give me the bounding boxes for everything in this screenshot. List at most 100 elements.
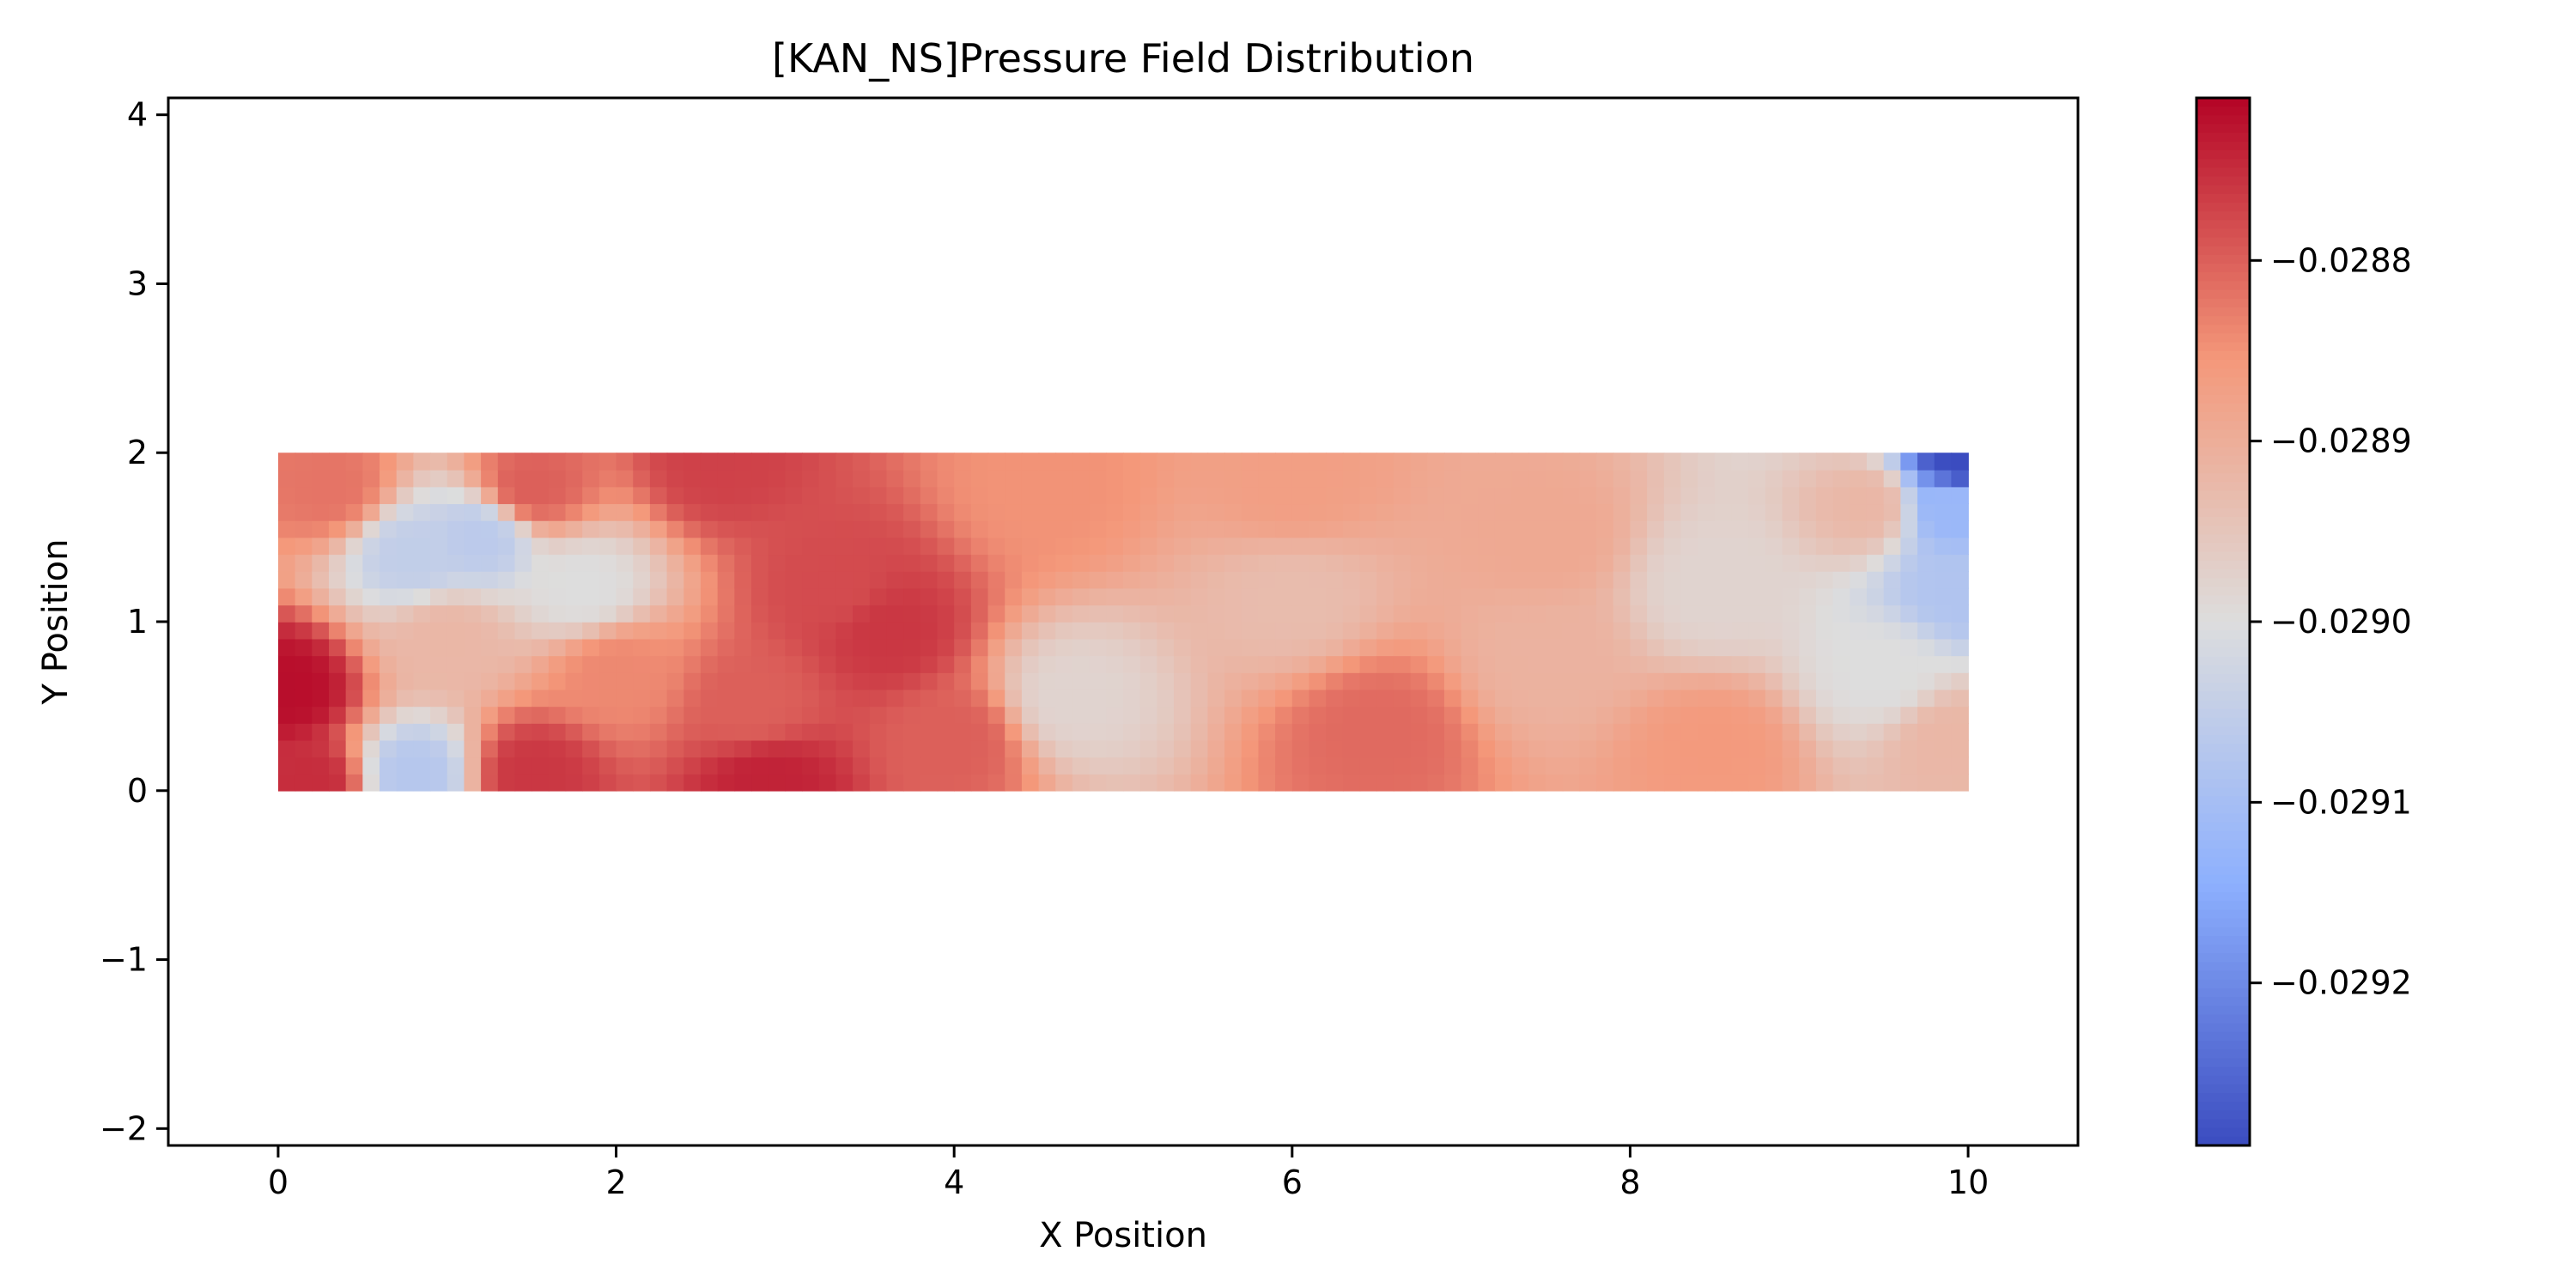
heatmap-cell bbox=[295, 672, 313, 690]
heatmap-cell bbox=[1680, 756, 1698, 775]
heatmap-cell bbox=[1647, 519, 1665, 538]
heatmap-cell bbox=[869, 570, 888, 589]
heatmap-cell bbox=[717, 689, 736, 708]
heatmap-cell bbox=[1782, 453, 1801, 471]
heatmap-cell bbox=[1934, 689, 1953, 708]
heatmap-cell bbox=[1139, 537, 1158, 556]
heatmap-cell bbox=[869, 519, 888, 538]
heatmap-cell bbox=[565, 605, 583, 623]
heatmap-cell bbox=[1546, 739, 1564, 758]
heatmap-cell bbox=[464, 756, 482, 775]
heatmap-cell bbox=[1224, 519, 1242, 538]
heatmap-cell bbox=[464, 486, 482, 505]
heatmap-cell bbox=[734, 638, 752, 657]
heatmap-cell bbox=[853, 638, 871, 657]
heatmap-cell bbox=[396, 605, 415, 623]
colorbar-segment bbox=[2196, 639, 2250, 649]
heatmap-cell bbox=[869, 638, 888, 657]
heatmap-cell bbox=[1731, 587, 1750, 606]
heatmap-cell bbox=[598, 706, 617, 724]
heatmap-cell bbox=[869, 469, 888, 488]
heatmap-cell bbox=[666, 453, 685, 471]
heatmap-cell bbox=[1579, 469, 1597, 488]
heatmap-cell bbox=[1291, 570, 1310, 589]
heatmap-cell bbox=[413, 774, 431, 792]
heatmap-cell bbox=[700, 570, 719, 589]
heatmap-cell bbox=[1275, 519, 1293, 538]
heatmap-cell bbox=[802, 739, 820, 758]
heatmap-cell bbox=[1765, 537, 1783, 556]
y-tick-label: 4 bbox=[127, 96, 148, 134]
colorbar-segment bbox=[2196, 848, 2250, 859]
heatmap-cell bbox=[1427, 554, 1445, 572]
heatmap-cell bbox=[920, 774, 939, 792]
heatmap-cell bbox=[818, 706, 837, 724]
heatmap-cell bbox=[1005, 756, 1023, 775]
heatmap-cell bbox=[683, 605, 702, 623]
heatmap-cell bbox=[1055, 723, 1073, 741]
heatmap-cell bbox=[1123, 503, 1141, 521]
heatmap-cell bbox=[1326, 672, 1344, 690]
heatmap-cell bbox=[1038, 519, 1057, 538]
colorbar-segment bbox=[2196, 857, 2250, 867]
heatmap-cell bbox=[1309, 486, 1327, 505]
heatmap-cell bbox=[937, 486, 955, 505]
heatmap-cell bbox=[633, 605, 651, 623]
heatmap-cell bbox=[312, 655, 330, 673]
heatmap-cell bbox=[1224, 739, 1242, 758]
heatmap-cell bbox=[1443, 774, 1462, 792]
heatmap-cell bbox=[970, 774, 989, 792]
heatmap-cell bbox=[1765, 519, 1783, 538]
heatmap-cell bbox=[1562, 519, 1581, 538]
heatmap-cell bbox=[1765, 503, 1783, 521]
heatmap-cell bbox=[1731, 756, 1750, 775]
colorbar-segment bbox=[2196, 1084, 2250, 1094]
heatmap-cell bbox=[1174, 723, 1192, 741]
heatmap-cell bbox=[802, 723, 820, 741]
heatmap-cell bbox=[1139, 554, 1158, 572]
heatmap-cell bbox=[1714, 622, 1733, 640]
heatmap-cell bbox=[869, 605, 888, 623]
heatmap-cell bbox=[937, 739, 955, 758]
heatmap-cell bbox=[1038, 486, 1057, 505]
heatmap-cell bbox=[1275, 605, 1293, 623]
heatmap-cell bbox=[1799, 638, 1817, 657]
heatmap-cell bbox=[1698, 723, 1716, 741]
heatmap-cell bbox=[1139, 486, 1158, 505]
heatmap-cell bbox=[1072, 638, 1091, 657]
heatmap-cell bbox=[396, 756, 415, 775]
heatmap-cell bbox=[1207, 587, 1225, 606]
heatmap-cell bbox=[768, 570, 787, 589]
heatmap-cell bbox=[1427, 519, 1445, 538]
heatmap-cell bbox=[785, 689, 803, 708]
heatmap-cell bbox=[1174, 706, 1192, 724]
heatmap-cell bbox=[1663, 503, 1682, 521]
heatmap-cell bbox=[380, 486, 398, 505]
heatmap-cell bbox=[1106, 756, 1124, 775]
heatmap-cell bbox=[1613, 453, 1631, 471]
heatmap-cell bbox=[937, 537, 955, 556]
heatmap-cell bbox=[1241, 774, 1260, 792]
heatmap-cell bbox=[1714, 453, 1733, 471]
heatmap-cell bbox=[683, 706, 702, 724]
heatmap-cell bbox=[1038, 774, 1057, 792]
heatmap-cell bbox=[1461, 655, 1479, 673]
heatmap-cell bbox=[920, 689, 939, 708]
heatmap-cell bbox=[464, 655, 482, 673]
heatmap-cell bbox=[1174, 519, 1192, 538]
heatmap-cell bbox=[1207, 605, 1225, 623]
heatmap-cell bbox=[1139, 774, 1158, 792]
heatmap-cell bbox=[1562, 469, 1581, 488]
heatmap-cell bbox=[1511, 622, 1530, 640]
heatmap-cell bbox=[1038, 587, 1057, 606]
heatmap-cell bbox=[717, 774, 736, 792]
heatmap-cell bbox=[751, 774, 769, 792]
heatmap-cell bbox=[565, 739, 583, 758]
heatmap-cell bbox=[1528, 453, 1546, 471]
heatmap-cell bbox=[1663, 655, 1682, 673]
heatmap-cell bbox=[1613, 554, 1631, 572]
heatmap-cell bbox=[768, 503, 787, 521]
heatmap-cell bbox=[345, 469, 364, 488]
heatmap-cell bbox=[1647, 453, 1665, 471]
